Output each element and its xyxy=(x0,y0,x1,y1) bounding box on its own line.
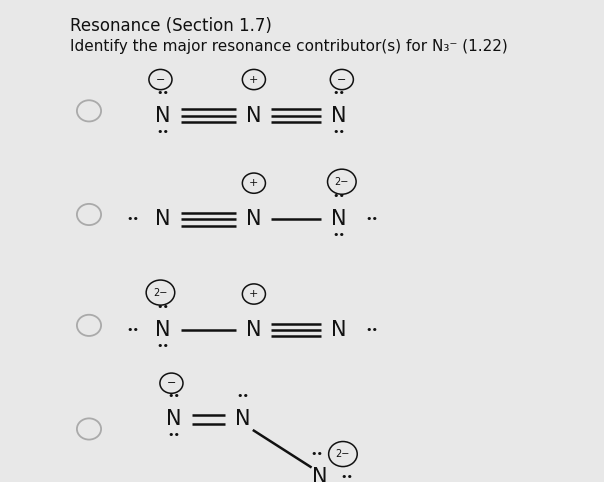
Text: ••: •• xyxy=(236,391,249,401)
Text: 2−: 2− xyxy=(336,449,350,459)
Text: N: N xyxy=(332,320,347,340)
Text: N: N xyxy=(246,106,262,126)
Text: 2−: 2− xyxy=(335,177,349,187)
Text: ••: •• xyxy=(333,88,345,97)
Text: −: − xyxy=(167,378,176,388)
Text: Identify the major resonance contributor(s) for N₃⁻ (1.22): Identify the major resonance contributor… xyxy=(70,39,507,54)
Text: ••: •• xyxy=(333,127,345,136)
Text: N: N xyxy=(155,320,171,340)
Text: −: − xyxy=(156,75,165,84)
Text: +: + xyxy=(249,289,259,299)
Text: ••: •• xyxy=(156,88,170,97)
Text: ••: •• xyxy=(168,391,181,401)
Text: Resonance (Section 1.7): Resonance (Section 1.7) xyxy=(70,17,272,35)
Text: ••: •• xyxy=(341,472,354,482)
Text: ••: •• xyxy=(365,214,379,224)
Text: +: + xyxy=(249,75,259,84)
Text: ••: •• xyxy=(156,302,170,312)
Text: N: N xyxy=(332,209,347,229)
Text: ••: •• xyxy=(126,325,140,335)
Text: N: N xyxy=(332,106,347,126)
Text: ••: •• xyxy=(310,449,324,459)
Text: +: + xyxy=(249,178,259,188)
Text: ••: •• xyxy=(168,430,181,440)
Text: N: N xyxy=(246,320,262,340)
Text: N: N xyxy=(155,209,171,229)
Text: ••: •• xyxy=(126,214,140,224)
Text: ••: •• xyxy=(333,191,345,201)
Text: N: N xyxy=(246,209,262,229)
Text: N: N xyxy=(312,467,327,482)
Text: N: N xyxy=(155,106,171,126)
Text: N: N xyxy=(167,409,182,429)
Text: ••: •• xyxy=(333,230,345,240)
Text: ••: •• xyxy=(156,341,170,351)
Text: ••: •• xyxy=(365,325,379,335)
Text: N: N xyxy=(235,409,251,429)
Text: 2−: 2− xyxy=(153,288,168,297)
Text: ••: •• xyxy=(156,127,170,136)
Text: −: − xyxy=(337,75,347,84)
